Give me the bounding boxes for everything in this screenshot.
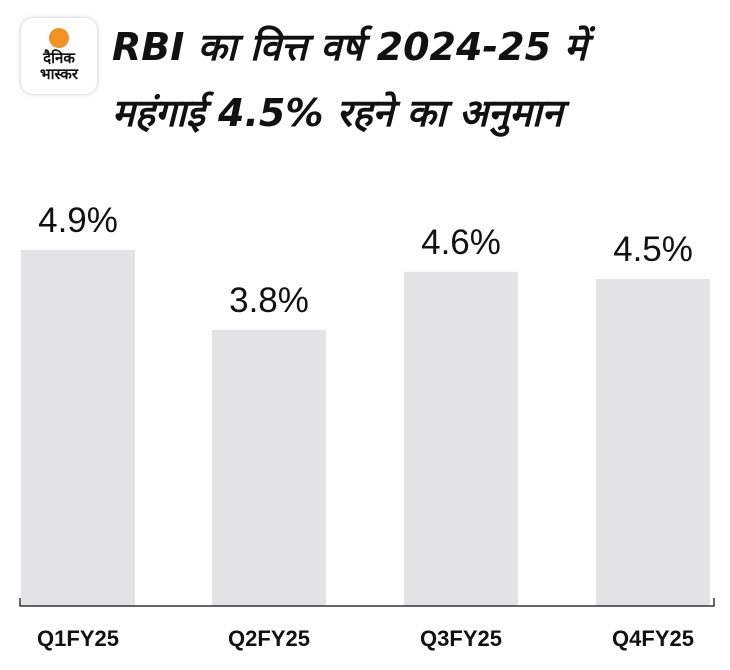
bar-q3fy25 [404, 271, 518, 606]
data-label: 4.5% [613, 230, 693, 269]
bar-q2fy25 [212, 329, 326, 606]
sun-icon [49, 28, 69, 48]
data-label: 4.9% [38, 201, 118, 240]
logo-line-1: दैनिक [43, 49, 75, 67]
x-axis-line [19, 598, 715, 607]
bar-q1fy25 [21, 250, 135, 606]
dainik-bhaskar-logo: दैनिक भास्कर [21, 18, 97, 94]
bar-q4fy25 [596, 279, 710, 606]
title-line-1: RBI का वित्त वर्ष 2024-25 में [112, 25, 587, 69]
x-tick-label: Q2FY25 [228, 626, 310, 651]
x-tick-label: Q1FY25 [37, 626, 119, 651]
x-tick-label: Q3FY25 [420, 626, 502, 651]
chart-title: RBI का वित्त वर्ष 2024-25 में महंगाई 4.5… [112, 14, 722, 146]
data-label: 3.8% [229, 281, 309, 320]
x-tick-label: Q4FY25 [612, 626, 694, 651]
logo-line-2: भास्कर [40, 65, 78, 83]
title-line-2: महंगाई 4.5% रहने का अनुमान [112, 91, 563, 135]
data-label: 4.6% [421, 223, 501, 262]
